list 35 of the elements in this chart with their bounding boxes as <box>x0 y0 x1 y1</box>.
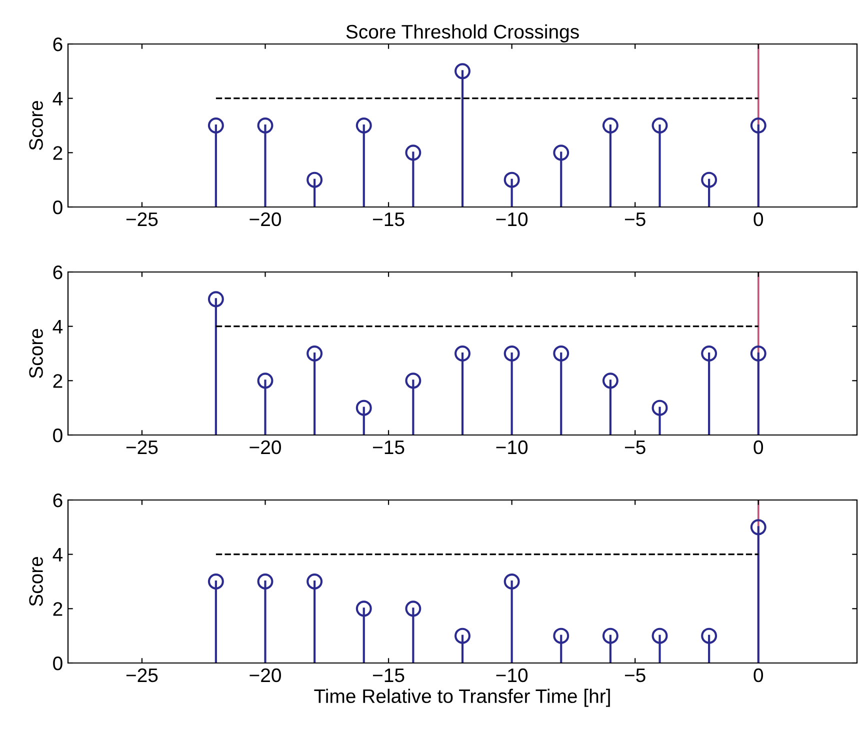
x-tick-label: −15 <box>373 440 404 454</box>
y-tick-label: 2 <box>53 374 62 388</box>
y-tick-label: 4 <box>52 92 63 106</box>
x-axis-title: Time Relative to Transfer Time [hr] <box>314 688 610 707</box>
x-tick-label: −25 <box>126 668 158 682</box>
x-tick-label: −25 <box>126 212 158 226</box>
x-tick-label: 0 <box>754 212 764 226</box>
y-axis-title: Score <box>29 328 43 378</box>
x-tick-label: −20 <box>250 668 281 682</box>
y-tick-label: 2 <box>53 146 62 160</box>
x-tick-label: 0 <box>754 440 764 454</box>
x-tick-label: −15 <box>373 212 404 226</box>
y-axis-title: Score <box>29 100 43 150</box>
x-tick-label: −10 <box>496 212 528 226</box>
x-tick-label: −20 <box>250 212 281 226</box>
y-tick-label: 6 <box>53 37 62 52</box>
y-tick-label: 2 <box>53 602 62 616</box>
y-tick-label: 6 <box>53 493 62 508</box>
x-tick-label: −20 <box>250 440 281 454</box>
y-tick-label: 4 <box>52 548 63 562</box>
x-tick-label: −15 <box>373 668 404 682</box>
y-tick-label: 0 <box>53 200 62 214</box>
x-tick-label: −5 <box>624 440 646 454</box>
chart-title: Score Threshold Crossings <box>346 24 579 42</box>
x-tick-label: −5 <box>624 212 646 226</box>
x-tick-label: −5 <box>624 668 646 682</box>
x-tick-label: −10 <box>496 668 528 682</box>
y-tick-label: 0 <box>53 428 62 442</box>
x-tick-label: −10 <box>496 440 528 454</box>
y-tick-label: 6 <box>53 265 62 280</box>
y-tick-label: 0 <box>53 656 62 670</box>
x-tick-label: −25 <box>126 440 158 454</box>
x-tick-label: 0 <box>754 668 764 682</box>
y-axis-title: Score <box>29 556 43 606</box>
y-tick-label: 4 <box>52 320 63 334</box>
